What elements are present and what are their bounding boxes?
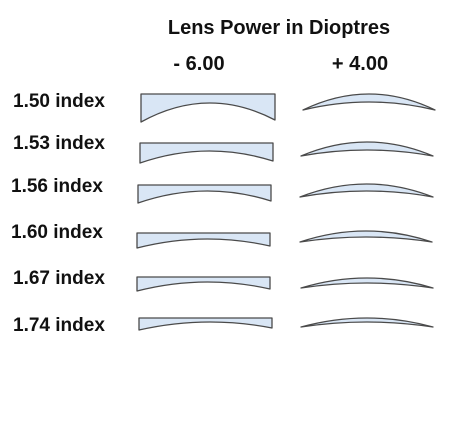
minus-lens-4 [136, 232, 271, 249]
column-header-plus: + 4.00 [332, 53, 388, 75]
diagram-title: Lens Power in Dioptres [168, 17, 390, 39]
row-label-1-67: 1.67 index [13, 268, 105, 289]
plus-lens-3 [299, 183, 434, 198]
minus-lens-1 [140, 93, 276, 123]
row-label-1-60: 1.60 index [11, 222, 103, 243]
minus-lens-6 [138, 317, 273, 331]
minus-lens-5 [136, 276, 271, 292]
row-label-1-50: 1.50 index [13, 91, 105, 112]
column-header-minus: - 6.00 [173, 53, 224, 75]
plus-lens-1 [302, 93, 436, 111]
plus-lens-6 [300, 317, 434, 328]
plus-lens-2 [300, 141, 434, 157]
row-label-1-56: 1.56 index [11, 176, 103, 197]
row-label-1-53: 1.53 index [13, 133, 105, 154]
minus-lens-3 [137, 184, 272, 204]
plus-lens-4 [299, 230, 433, 243]
plus-lens-5 [300, 277, 434, 289]
lens-shapes [136, 93, 436, 331]
minus-lens-2 [139, 142, 274, 164]
row-label-1-74: 1.74 index [13, 315, 105, 336]
